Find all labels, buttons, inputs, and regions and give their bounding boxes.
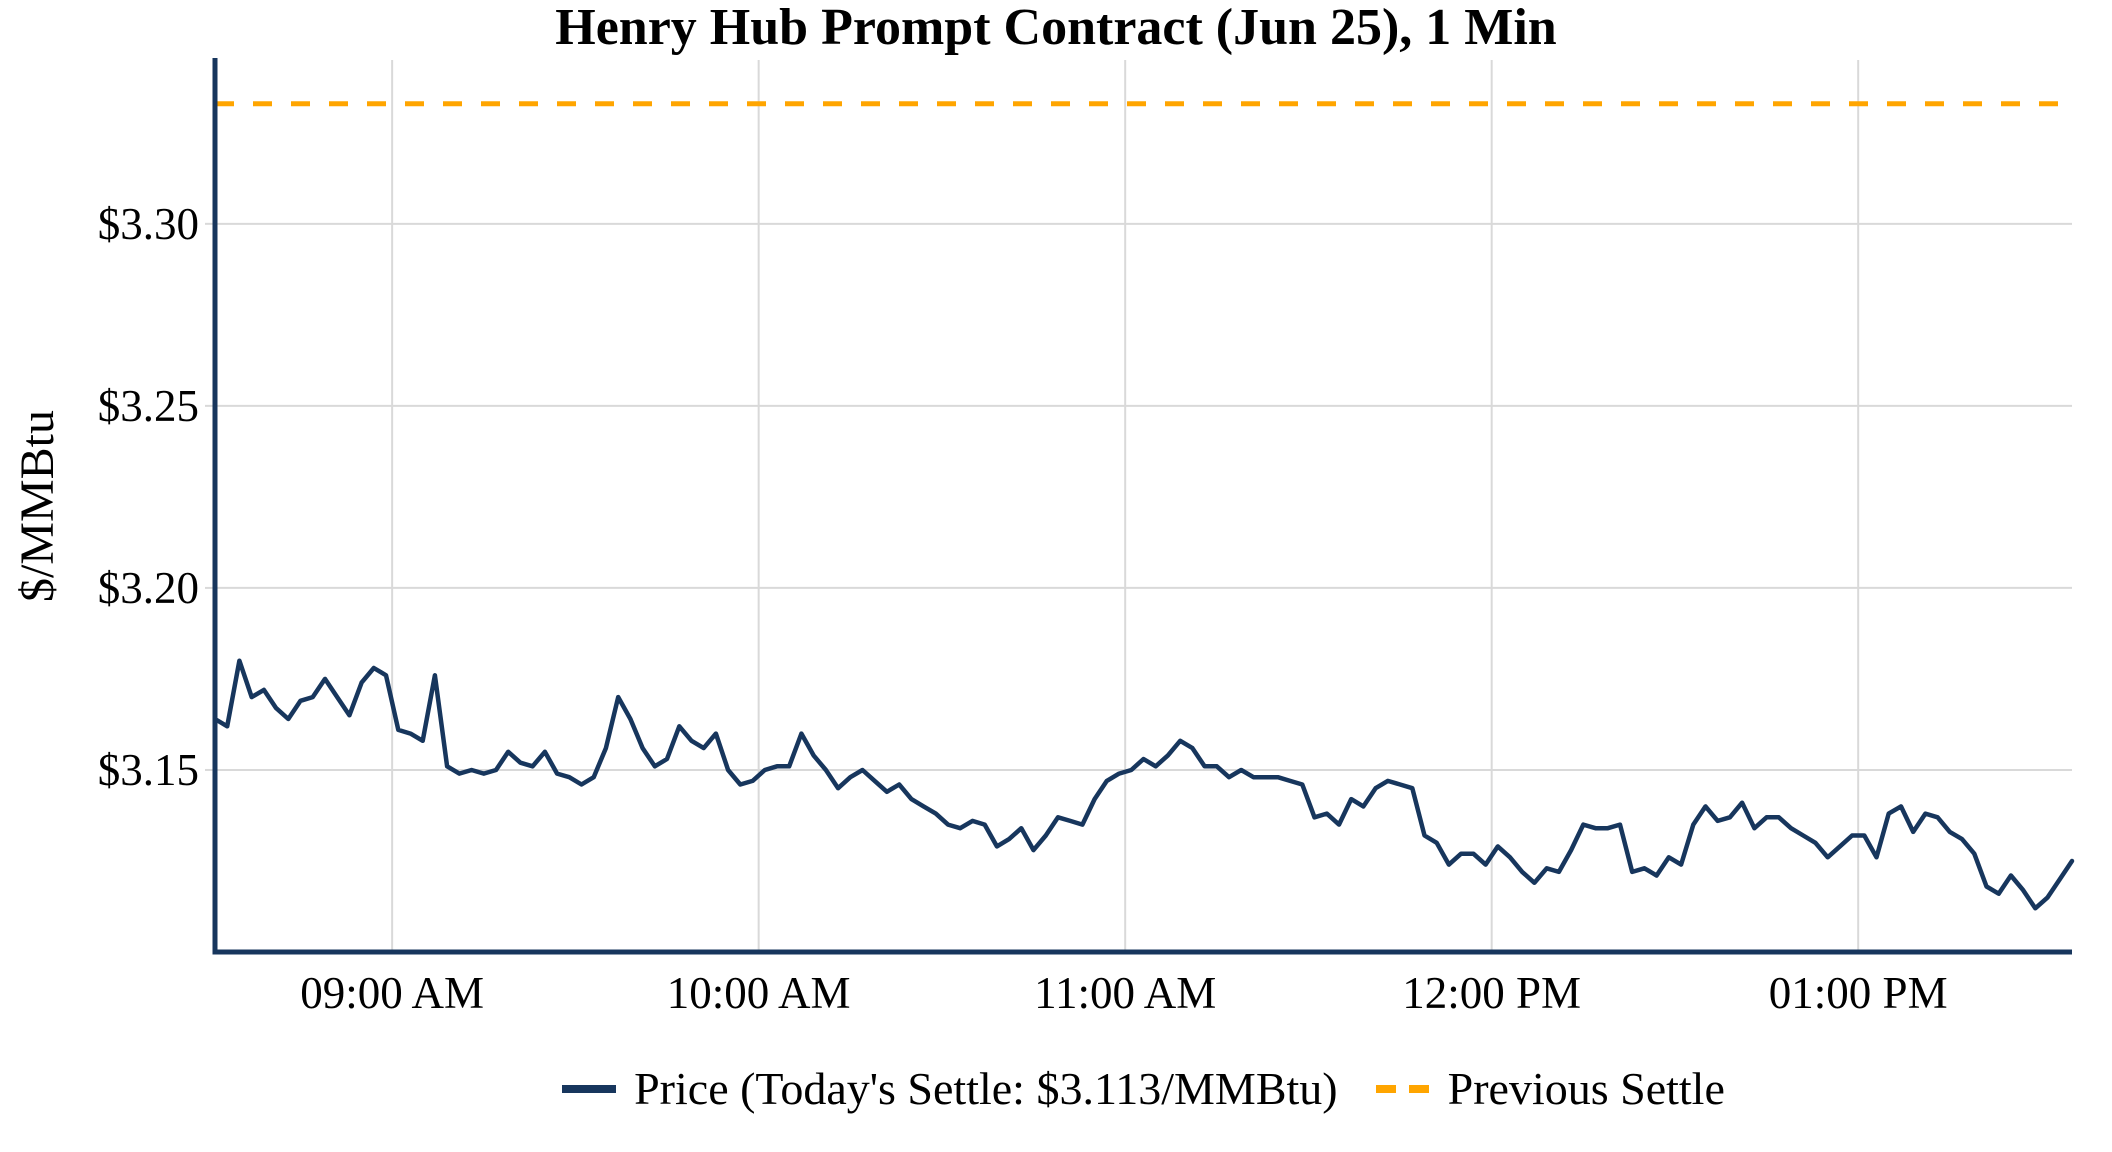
y-tick-label: $3.25 — [98, 381, 199, 431]
price-line-swatch-icon — [562, 1084, 617, 1093]
legend-item-price: Price (Today's Settle: $3.113/MMBtu) — [562, 1062, 1338, 1115]
x-tick-label: 10:00 AM — [667, 968, 851, 1018]
chart-title: Henry Hub Prompt Contract (Jun 25), 1 Mi… — [555, 0, 1557, 56]
legend-item-previous-settle: Previous Settle — [1375, 1062, 1725, 1115]
y-tick-label: $3.30 — [98, 199, 199, 249]
x-tick-label: 12:00 PM — [1402, 968, 1581, 1018]
price-series-line — [212, 658, 2075, 911]
x-tick-label: 11:00 AM — [1034, 968, 1216, 1018]
x-tick-label: 09:00 AM — [300, 968, 484, 1018]
chart-legend: Price (Today's Settle: $3.113/MMBtu) Pre… — [215, 1062, 2072, 1115]
legend-previous-settle-label: Previous Settle — [1447, 1063, 1725, 1114]
y-tick-label: $3.15 — [98, 745, 199, 795]
x-tick-label: 01:00 PM — [1769, 968, 1948, 1018]
previous-settle-dash-swatch-icon — [1375, 1084, 1430, 1093]
y-tick-label: $3.20 — [98, 563, 199, 613]
legend-price-label: Price (Today's Settle: $3.113/MMBtu) — [634, 1063, 1338, 1114]
